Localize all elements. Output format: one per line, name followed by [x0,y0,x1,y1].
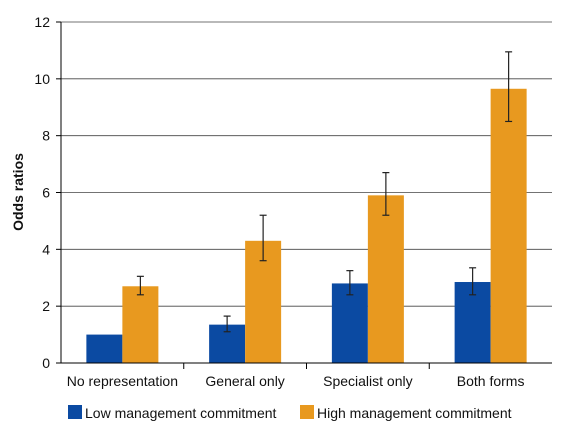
legend-label-high: High management commitment [317,405,512,421]
y-tick-label: 2 [42,298,50,314]
bars [86,89,526,363]
grid-lines [61,22,552,306]
y-tick-label: 4 [42,241,50,257]
x-tick-label: Specialist only [323,373,413,389]
y-tick-labels: 0 2 4 6 8 10 12 [34,14,50,371]
x-tick-label: Both forms [457,373,525,389]
legend-swatch-high [300,405,314,419]
y-tick-label: 10 [34,71,50,87]
bar-high-3 [491,89,527,363]
y-tick-label: 0 [42,355,50,371]
y-tick-label: 8 [42,128,50,144]
x-tick-label: General only [205,373,284,389]
bar-high-0 [122,286,158,363]
legend: Low management commitment High management… [68,405,512,421]
y-tick-label: 12 [34,14,50,30]
y-axis-title: Odds ratios [10,153,26,231]
bar-low-0 [86,335,122,363]
x-tick-label: No representation [67,373,178,389]
bar-high-2 [368,195,404,363]
x-tick-labels: No representation General only Specialist … [67,373,525,389]
legend-label-low: Low management commitment [85,405,277,421]
y-tick-label: 6 [42,185,50,201]
legend-swatch-low [68,405,82,419]
